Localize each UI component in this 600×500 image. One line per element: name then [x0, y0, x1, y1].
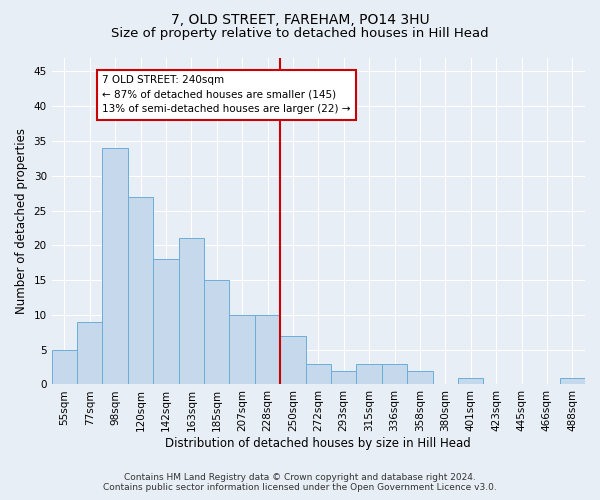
- Y-axis label: Number of detached properties: Number of detached properties: [15, 128, 28, 314]
- Bar: [305, 364, 331, 384]
- Bar: [331, 370, 356, 384]
- Bar: [52, 350, 77, 384]
- Bar: [560, 378, 585, 384]
- Bar: [255, 315, 280, 384]
- X-axis label: Distribution of detached houses by size in Hill Head: Distribution of detached houses by size …: [166, 437, 471, 450]
- Bar: [204, 280, 229, 384]
- Bar: [407, 370, 433, 384]
- Text: Contains HM Land Registry data © Crown copyright and database right 2024.
Contai: Contains HM Land Registry data © Crown c…: [103, 473, 497, 492]
- Bar: [280, 336, 305, 384]
- Text: 7, OLD STREET, FAREHAM, PO14 3HU: 7, OLD STREET, FAREHAM, PO14 3HU: [170, 12, 430, 26]
- Bar: [128, 196, 153, 384]
- Bar: [356, 364, 382, 384]
- Bar: [153, 259, 179, 384]
- Bar: [103, 148, 128, 384]
- Bar: [458, 378, 484, 384]
- Bar: [229, 315, 255, 384]
- Text: Size of property relative to detached houses in Hill Head: Size of property relative to detached ho…: [111, 28, 489, 40]
- Text: 7 OLD STREET: 240sqm
← 87% of detached houses are smaller (145)
13% of semi-deta: 7 OLD STREET: 240sqm ← 87% of detached h…: [103, 75, 351, 114]
- Bar: [179, 238, 204, 384]
- Bar: [382, 364, 407, 384]
- Bar: [77, 322, 103, 384]
